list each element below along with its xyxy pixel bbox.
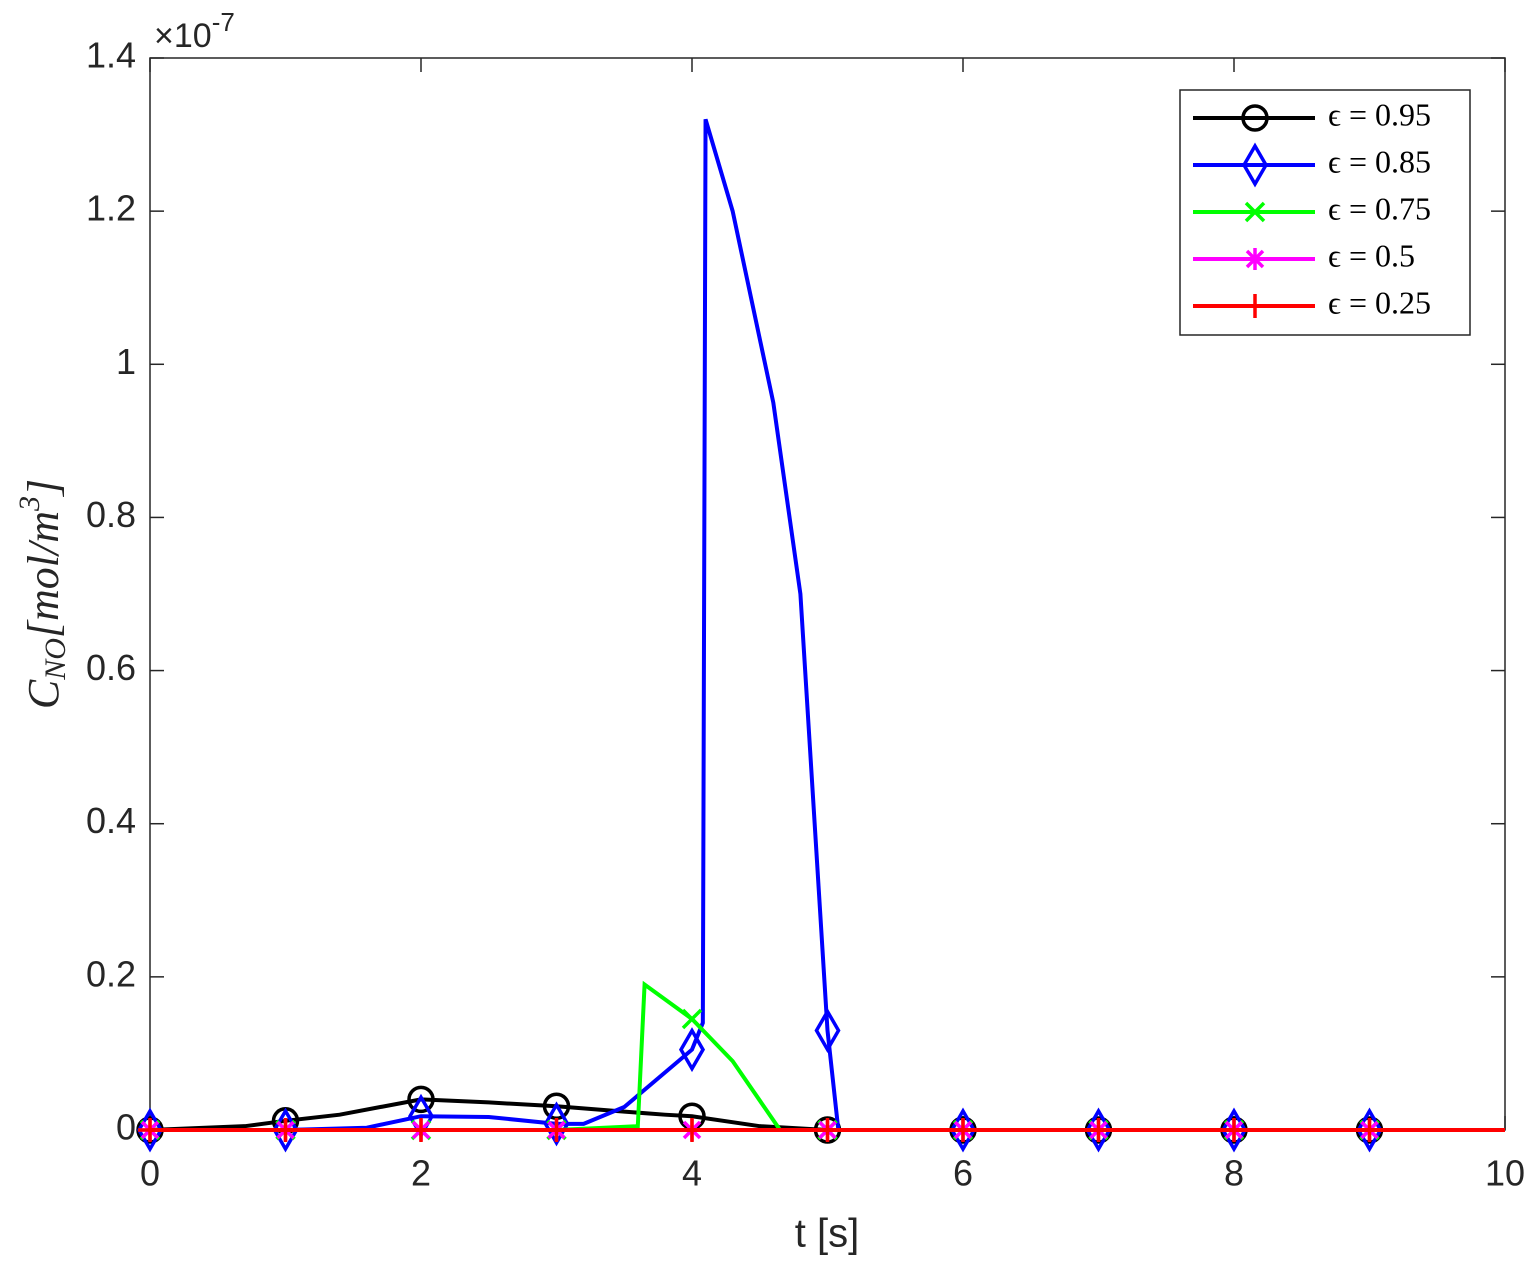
- legend-label: ϵ = 0.25: [1328, 284, 1431, 320]
- legend-label: ϵ = 0.75: [1328, 190, 1431, 226]
- marker: [409, 1118, 433, 1142]
- y-tick-label: 0.4: [86, 800, 136, 841]
- legend-label: ϵ = 0.85: [1328, 143, 1431, 179]
- y-tick-label: 0: [116, 1107, 136, 1148]
- marker: [544, 1118, 569, 1142]
- y-tick-label: 0.8: [86, 494, 136, 535]
- ylabel-part: C: [19, 679, 68, 709]
- x-tick-label: 2: [411, 1153, 431, 1194]
- ylabel-superscript: 3: [13, 496, 46, 512]
- ylabel-subscript: NO: [39, 638, 72, 681]
- marker: [1357, 1118, 1382, 1142]
- y-tick-label: 0.6: [86, 647, 136, 688]
- legend-label: ϵ = 0.95: [1328, 96, 1431, 132]
- x-axis-label: t [s]: [795, 1212, 859, 1256]
- legend-marker: [1241, 142, 1269, 188]
- y-tick-label: 0.2: [86, 953, 136, 994]
- marker: [680, 1118, 704, 1142]
- ylabel-part: [mol/m: [19, 511, 68, 638]
- multiplier-exponent: -7: [212, 7, 235, 37]
- y-multiplier: ×10-7: [154, 7, 235, 55]
- marker: [138, 1118, 162, 1142]
- marker: [815, 1118, 840, 1142]
- y-tick-label: 1.4: [86, 35, 136, 76]
- legend-marker: [1244, 201, 1266, 223]
- legend-marker: [1244, 248, 1266, 270]
- legend-marker: [1241, 104, 1269, 132]
- marker: [681, 1008, 703, 1030]
- multiplier-base: ×10: [154, 17, 212, 55]
- marker: [678, 1027, 706, 1073]
- x-tick-label: 0: [140, 1153, 160, 1194]
- marker: [1222, 1118, 1246, 1142]
- x-tick-label: 10: [1485, 1153, 1525, 1194]
- marker: [951, 1118, 975, 1142]
- marker: [814, 1007, 841, 1053]
- marker: [543, 1101, 570, 1147]
- y-tick-label: 1.2: [86, 188, 136, 229]
- marker: [273, 1118, 298, 1142]
- legend-marker: [1243, 294, 1267, 318]
- x-tick-label: 6: [953, 1153, 973, 1194]
- ylabel-part: ]: [19, 479, 68, 498]
- marker: [407, 1085, 435, 1114]
- x-tick-label: 4: [682, 1153, 702, 1194]
- y-tick-label: 1: [116, 341, 136, 382]
- legend-label: ϵ = 0.5: [1328, 237, 1415, 273]
- y-axis-label: CNO[mol/m3]: [13, 479, 72, 709]
- x-tick-label: 8: [1224, 1153, 1244, 1194]
- marker: [1086, 1118, 1111, 1142]
